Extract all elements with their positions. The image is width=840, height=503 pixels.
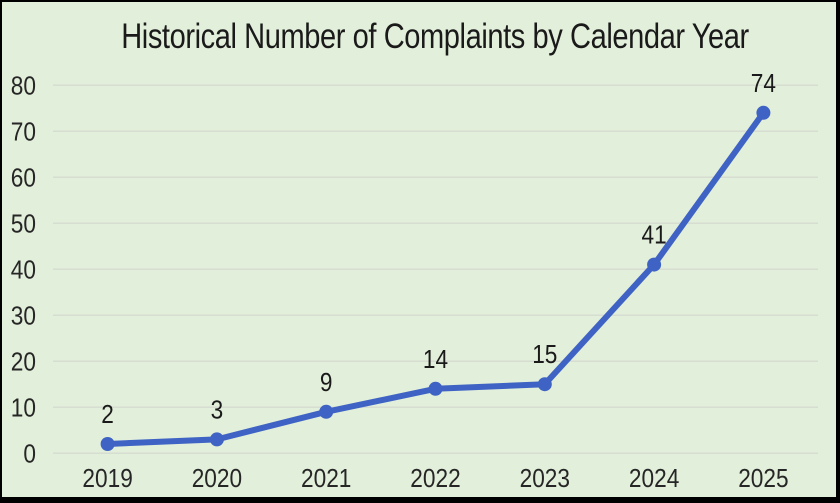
x-axis-tick-label: 2023 — [520, 463, 570, 493]
y-axis-tick-label: 20 — [11, 347, 36, 377]
data-point-label: 3 — [211, 394, 224, 424]
x-axis-tick-label: 2022 — [410, 463, 460, 493]
data-point-marker — [756, 105, 771, 120]
chart-title: Historical Number of Complaints by Calen… — [121, 17, 749, 56]
data-point-marker — [100, 437, 115, 451]
data-point-label: 74 — [751, 68, 776, 98]
y-axis-tick-label: 70 — [11, 117, 36, 147]
x-axis-tick-label: 2025 — [738, 463, 788, 493]
x-axis-tick-label: 2021 — [301, 463, 351, 493]
y-axis-tick-label: 0 — [23, 439, 36, 469]
data-point-marker — [647, 257, 662, 272]
data-point-marker — [209, 432, 224, 447]
y-axis-tick-label: 60 — [11, 163, 36, 193]
y-axis-tick-label: 80 — [11, 71, 36, 101]
data-point-label: 41 — [642, 220, 667, 250]
y-axis-tick-label: 50 — [11, 209, 36, 239]
data-point-label: 9 — [320, 367, 333, 397]
x-axis-tick-label: 2019 — [82, 463, 132, 493]
data-point-marker — [428, 381, 443, 396]
data-point-label: 14 — [423, 344, 448, 374]
y-axis-tick-label: 10 — [11, 393, 36, 423]
data-point-marker — [319, 404, 334, 419]
x-axis-tick-label: 2024 — [629, 463, 679, 493]
data-point-marker — [537, 377, 552, 392]
data-point-label: 15 — [532, 339, 557, 369]
x-axis-tick-label: 2020 — [192, 463, 242, 493]
y-axis-tick-label: 30 — [11, 301, 36, 331]
y-axis-tick-label: 40 — [11, 255, 36, 285]
data-point-label: 2 — [101, 399, 114, 429]
